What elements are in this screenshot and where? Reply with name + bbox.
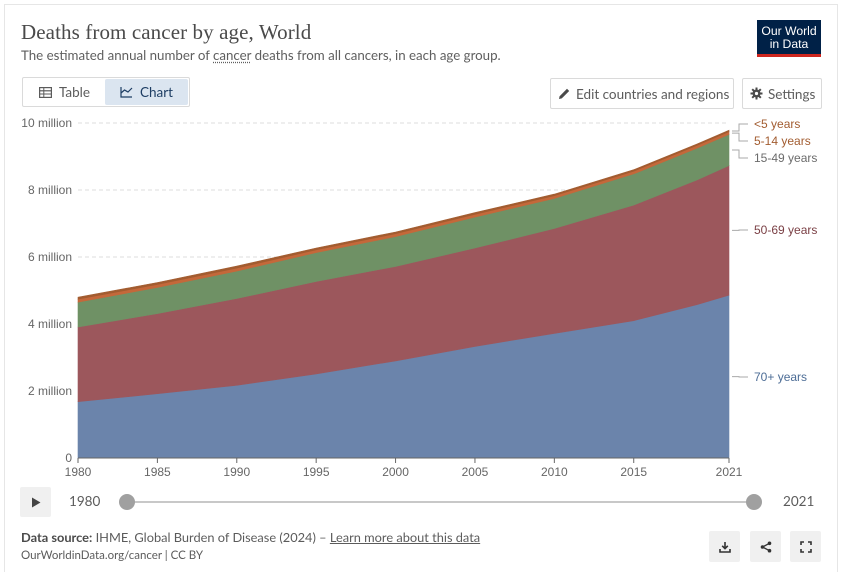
y-tick-label: 0 bbox=[65, 451, 72, 465]
subtitle-text-pre: The estimated annual number of bbox=[21, 47, 214, 63]
download-icon bbox=[718, 541, 731, 553]
timeline-start-year: 1980 bbox=[69, 493, 101, 509]
tab-table[interactable]: Table bbox=[24, 79, 105, 105]
legend-label: 5-14 years bbox=[754, 134, 811, 148]
timeline-track[interactable] bbox=[126, 501, 753, 503]
play-icon bbox=[31, 497, 40, 507]
pencil-icon bbox=[559, 88, 570, 99]
learn-more-link[interactable]: Learn more about this data bbox=[329, 529, 481, 545]
download-button[interactable] bbox=[709, 531, 740, 562]
y-tick-label: 8 million bbox=[28, 183, 72, 197]
play-button[interactable] bbox=[20, 487, 51, 517]
subtitle-text-post: deaths from all cancers, in each age gro… bbox=[251, 47, 501, 63]
legend-label: <5 years bbox=[754, 117, 800, 131]
timeline-start-handle[interactable] bbox=[119, 494, 135, 510]
data-source: Data source: IHME, Global Burden of Dise… bbox=[21, 529, 480, 545]
legend-label: 70+ years bbox=[754, 370, 807, 384]
footer-url[interactable]: OurWorldinData.org/cancer | CC BY bbox=[21, 549, 204, 562]
tab-chart[interactable]: Chart bbox=[105, 79, 188, 105]
legend-label: 50-69 years bbox=[754, 223, 817, 237]
logo-line-2: in Data bbox=[769, 37, 809, 51]
timeline-end-year: 2021 bbox=[783, 493, 815, 509]
edit-countries-label: Edit countries and regions bbox=[576, 85, 730, 102]
gear-icon bbox=[750, 87, 763, 100]
settings-label: Settings bbox=[768, 85, 816, 102]
y-tick-label: 10 million bbox=[21, 116, 72, 130]
table-icon bbox=[38, 86, 52, 98]
logo-accent-bar bbox=[757, 54, 821, 57]
area-chart-icon bbox=[120, 87, 133, 98]
timeline: 1980 2021 bbox=[20, 487, 821, 517]
chart-frame bbox=[4, 4, 838, 572]
legend-label: 15-49 years bbox=[754, 151, 817, 165]
logo-line-1: Our World bbox=[761, 24, 817, 38]
owid-logo[interactable]: Our World in Data bbox=[757, 20, 821, 57]
legend-connector bbox=[732, 149, 748, 159]
share-icon bbox=[760, 541, 771, 552]
fullscreen-button[interactable] bbox=[790, 531, 821, 562]
chart-subtitle: The estimated annual number of cancer de… bbox=[21, 47, 501, 63]
stacked-area-chart: 0 2 million 4 million 6 million 8 million 10 … bbox=[21, 116, 817, 479]
x-tick-label: 1990 bbox=[223, 465, 250, 479]
y-tick-label: 6 million bbox=[28, 250, 72, 264]
data-source-text: IHME, Global Burden of Disease (2024) – bbox=[92, 529, 330, 545]
y-tick-label: 4 million bbox=[28, 317, 72, 331]
view-tabs: Table Chart bbox=[22, 77, 190, 107]
x-tick-label: 1995 bbox=[303, 465, 330, 479]
legend-connector bbox=[732, 132, 748, 142]
tab-chart-label: Chart bbox=[140, 84, 174, 100]
x-tick-label: 2021 bbox=[716, 465, 743, 479]
settings-button[interactable]: Settings bbox=[742, 78, 822, 109]
edit-countries-button[interactable]: Edit countries and regions bbox=[550, 78, 734, 109]
x-tick-label: 1980 bbox=[65, 465, 92, 479]
x-tick-label: 1985 bbox=[144, 465, 171, 479]
x-tick-label: 2010 bbox=[541, 465, 568, 479]
tab-table-label: Table bbox=[58, 84, 91, 100]
subtitle-cancer-link[interactable]: cancer bbox=[213, 47, 252, 63]
y-tick-label: 2 million bbox=[28, 384, 72, 398]
fullscreen-icon bbox=[799, 540, 812, 553]
legend-connector bbox=[732, 123, 748, 132]
share-button[interactable] bbox=[750, 531, 781, 562]
area-series--5-years bbox=[77, 129, 730, 300]
data-source-label: Data source: bbox=[21, 529, 93, 545]
timeline-end-handle[interactable] bbox=[746, 494, 762, 510]
x-tick-label: 2005 bbox=[462, 465, 489, 479]
x-tick-label: 2015 bbox=[620, 465, 647, 479]
chart-title: Deaths from cancer by age, World bbox=[21, 20, 312, 44]
x-tick-label: 2000 bbox=[382, 465, 409, 479]
